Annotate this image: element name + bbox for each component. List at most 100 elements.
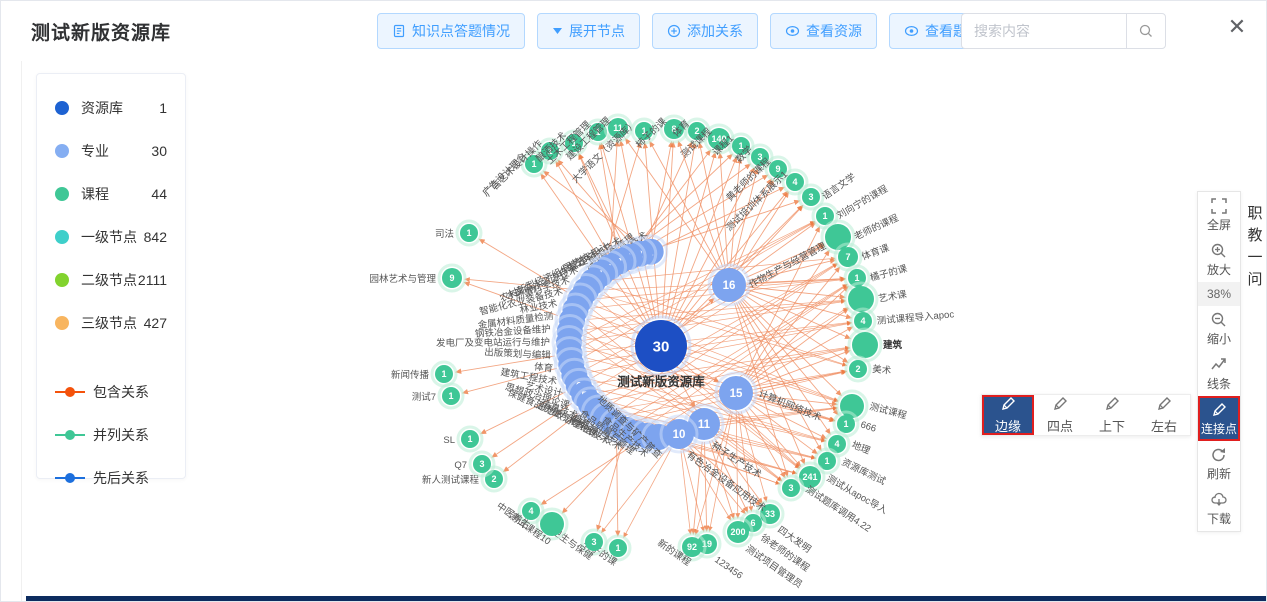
svg-text:1: 1 xyxy=(824,456,829,466)
legend-label: 并列关系 xyxy=(93,427,149,443)
graph-node[interactable]: 1 xyxy=(843,264,871,292)
svg-text:11: 11 xyxy=(698,419,711,431)
legend-edge-type[interactable]: 包含关系 xyxy=(55,382,167,402)
graph-node[interactable]: 3 xyxy=(777,474,805,502)
graph-node[interactable] xyxy=(535,507,569,541)
svg-text:3: 3 xyxy=(788,483,793,493)
legend-node-type[interactable]: 专业 30 xyxy=(55,141,167,161)
graph-node[interactable]: 1 xyxy=(813,447,841,475)
legend-label: 专业 xyxy=(81,143,109,159)
legend-count: 1 xyxy=(159,100,167,116)
graph-node[interactable]: 1 xyxy=(560,129,588,157)
view-resources-button[interactable]: 查看资源 xyxy=(770,13,877,49)
graph-node[interactable]: 1 xyxy=(437,382,465,410)
legend-node-type[interactable]: 三级节点 427 xyxy=(55,313,167,333)
toolbar-label: 缩小 xyxy=(1206,331,1231,346)
graph-node[interactable]: 1 xyxy=(536,137,564,165)
legend-label: 资源库 xyxy=(81,100,123,116)
edge-style-四点[interactable]: 四点 xyxy=(1034,395,1086,435)
svg-text:15: 15 xyxy=(730,388,743,400)
svg-text:30: 30 xyxy=(653,338,670,355)
graph-node[interactable]: 1 xyxy=(630,117,658,145)
graph-node[interactable]: 1 xyxy=(811,202,839,230)
edge-style-边缘[interactable]: 边缘 xyxy=(982,395,1034,435)
legend-dot xyxy=(55,230,69,244)
search-button[interactable] xyxy=(1126,13,1166,49)
node-label: 测试课程 xyxy=(868,400,908,422)
toolbar-缩小[interactable]: 缩小 xyxy=(1198,306,1240,351)
graph-node[interactable]: 3 xyxy=(468,450,496,478)
node-label: 司法 xyxy=(435,228,454,240)
toolbar-刷新[interactable]: 刷新 xyxy=(1198,441,1240,486)
svg-text:19: 19 xyxy=(702,539,712,549)
graph-node[interactable]: 10 xyxy=(659,414,699,454)
close-icon[interactable]: ✕ xyxy=(1227,14,1247,39)
legend-label: 课程 xyxy=(81,186,109,202)
svg-text:1: 1 xyxy=(738,141,743,151)
svg-text:3: 3 xyxy=(479,459,484,469)
legend-node-type[interactable]: 课程 44 xyxy=(55,184,167,204)
legend-count: 2111 xyxy=(137,272,167,288)
toolbar-全屏[interactable]: 全屏 xyxy=(1198,192,1240,237)
toolbar-下载[interactable]: 下载 xyxy=(1198,486,1240,531)
toolbar-label: 放大 xyxy=(1206,262,1231,277)
graph-node[interactable]: 3 xyxy=(797,183,825,211)
svg-text:200: 200 xyxy=(730,527,745,537)
graph-node[interactable]: 241 xyxy=(794,461,826,493)
doc-icon xyxy=(393,24,405,38)
svg-text:16: 16 xyxy=(723,280,736,292)
expand-nodes-button[interactable]: 展开节点 xyxy=(537,13,640,49)
node-label: 作物生产与经营管理 xyxy=(747,240,829,291)
legend-dot xyxy=(55,144,69,158)
toolbar-连接点[interactable]: 连接点 xyxy=(1198,396,1240,441)
legend-node-type[interactable]: 资源库 1 xyxy=(55,98,167,118)
graph-node[interactable]: 15 xyxy=(714,371,758,415)
graph-node[interactable]: 4 xyxy=(517,497,545,525)
graph-node[interactable]: 3 xyxy=(580,528,608,556)
search-input[interactable] xyxy=(961,13,1126,49)
svg-text:1: 1 xyxy=(641,126,646,136)
graph-node[interactable]: 92 xyxy=(677,532,707,562)
svg-text:6: 6 xyxy=(750,518,755,528)
graph-node[interactable]: 1 xyxy=(430,360,458,388)
legend-panel: 资源库 1 专业 30 课程 44 一级节点 842 二级节点 2111 三级节… xyxy=(36,73,186,486)
legend-node-type[interactable]: 一级节点 842 xyxy=(55,227,167,247)
graph-node[interactable]: 4 xyxy=(781,168,809,196)
toolbar-label: 全屏 xyxy=(1206,217,1231,232)
graph-node[interactable]: 8 xyxy=(659,114,689,144)
graph-node[interactable]: 9 xyxy=(764,155,792,183)
legend-label: 包含关系 xyxy=(93,384,149,400)
pen-icon xyxy=(1103,395,1121,415)
zoom-out-icon xyxy=(1210,311,1228,328)
svg-text:3: 3 xyxy=(757,152,762,162)
toolbar-放大[interactable]: 放大 xyxy=(1198,237,1240,282)
graph-node[interactable]: 1 xyxy=(520,150,548,178)
edge-style-左右[interactable]: 左右 xyxy=(1138,395,1190,435)
graph-node[interactable]: 2 xyxy=(844,355,872,383)
edge-style-上下[interactable]: 上下 xyxy=(1086,395,1138,435)
knowledge-answer-stats-button[interactable]: 知识点答题情况 xyxy=(377,13,525,49)
add-relation-button[interactable]: 添加关系 xyxy=(652,13,758,49)
legend-edge-type[interactable]: 先后关系 xyxy=(55,468,167,488)
svg-text:1: 1 xyxy=(822,211,827,221)
legend-edge-type[interactable]: 并列关系 xyxy=(55,425,167,445)
graph-node[interactable]: 200 xyxy=(722,516,754,548)
graph-node[interactable]: 16 xyxy=(707,263,751,307)
toolbar-label: 刷新 xyxy=(1206,466,1231,481)
graph-node[interactable]: 3 xyxy=(746,143,774,171)
node-label: SL xyxy=(443,435,455,446)
graph-nodes: 1现代教育技术2建设工程管理1酿酒技术2广告艺术设计1园艺技术1农村新型经济组织… xyxy=(369,113,955,591)
graph-node[interactable]: 1 xyxy=(456,425,484,453)
toolbar-线条[interactable]: 线条 xyxy=(1198,351,1240,396)
svg-text:2: 2 xyxy=(491,474,496,484)
legend-node-type[interactable]: 二级节点 2111 xyxy=(55,270,167,290)
graph-node[interactable]: 30 xyxy=(630,315,692,377)
node-label: 钢铁冶金设备维护 xyxy=(475,323,552,340)
legend-edge-icon xyxy=(55,428,85,442)
graph-node[interactable]: 9 xyxy=(437,263,467,293)
svg-text:2: 2 xyxy=(694,126,699,136)
graph-node[interactable]: 1 xyxy=(455,219,483,247)
svg-text:1: 1 xyxy=(441,369,446,379)
